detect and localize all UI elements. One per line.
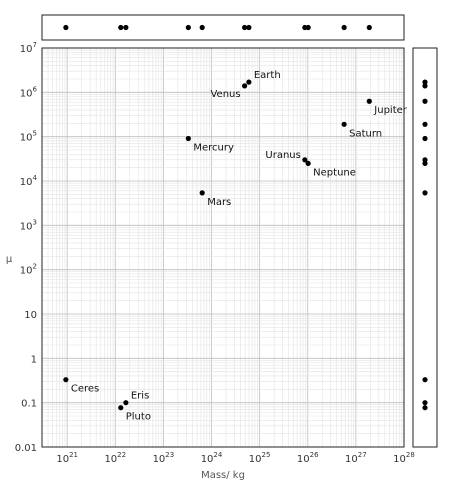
top-marginal-point-neptune: [305, 24, 311, 31]
right-marginal-point-pluto: [422, 405, 428, 411]
point-labels: Ceres Pluto Eris Mercury Mars Venus Earth Uranu…: [71, 70, 408, 423]
point-label-mercury: Mercury: [193, 142, 234, 153]
x-tick-label: 1022: [104, 451, 126, 465]
y-tick-label: 10: [24, 310, 37, 321]
x-tick-label: 1026: [297, 451, 319, 465]
point-venus: [242, 83, 248, 89]
point-label-ceres: Ceres: [71, 384, 99, 395]
point-earth: [246, 79, 252, 85]
point-label-neptune: Neptune: [313, 167, 356, 178]
point-eris: [123, 400, 129, 406]
x-tick-label: 1024: [201, 451, 223, 465]
right-marginal-point-ceres: [422, 377, 428, 383]
point-label-saturn: Saturn: [349, 128, 382, 139]
y-tick-label: 103: [20, 218, 37, 232]
x-tick-label: 1021: [56, 451, 78, 465]
y-tick-label: 106: [20, 85, 38, 99]
data-points: [63, 79, 372, 411]
right-marginal-frame: [412, 47, 438, 448]
point-mars: [199, 190, 205, 196]
point-ceres: [63, 377, 69, 383]
x-tick-label: 1023: [153, 451, 175, 465]
point-label-uranus: Uranus: [265, 150, 300, 161]
top-marginal-point-saturn: [341, 24, 347, 31]
right-marginal-point-earth: [422, 79, 428, 85]
right-marginal-point-mercury: [422, 135, 428, 142]
point-label-jupiter: Jupiter: [373, 105, 407, 116]
y-tick-label: 0.01: [15, 443, 37, 454]
y-axis-title: μ: [6, 254, 13, 265]
top-marginal-point-mars: [199, 24, 205, 31]
grid: [41, 48, 404, 448]
y-tick-label: 0.1: [21, 399, 37, 410]
y-tick-label: 105: [20, 130, 37, 144]
x-tick-label: 1027: [345, 451, 367, 465]
point-jupiter: [366, 98, 372, 104]
right-marginal-point-mars: [422, 190, 428, 196]
x-tick-label: 1025: [249, 451, 271, 465]
top-marginal-points: [63, 24, 372, 31]
point-label-earth: Earth: [254, 70, 281, 81]
point-pluto: [118, 405, 124, 411]
point-saturn: [341, 121, 347, 127]
top-marginal-point-mercury: [185, 24, 191, 31]
top-marginal-point-earth: [246, 24, 252, 31]
point-neptune: [305, 160, 311, 166]
y-tick-label: 1: [31, 354, 37, 365]
right-marginal-points: [422, 79, 428, 411]
top-marginal-point-ceres: [63, 24, 69, 31]
top-marginal-point-pluto: [118, 24, 124, 31]
right-marginal-point-venus: [422, 83, 428, 89]
right-marginal-point-jupiter: [422, 98, 428, 104]
main-plot-frame: [41, 47, 405, 448]
top-marginal-point-eris: [123, 24, 129, 31]
point-label-mars: Mars: [207, 197, 231, 208]
point-label-venus: Venus: [210, 89, 240, 100]
y-tick-labels: 0.01 0.1 1 10 102 103 104 105 106 107: [15, 41, 38, 454]
top-marginal-frame: [41, 14, 405, 41]
top-marginal-point-jupiter: [366, 24, 372, 31]
point-label-eris: Eris: [131, 391, 149, 402]
point-mercury: [185, 135, 191, 142]
y-tick-label: 102: [20, 263, 37, 277]
x-tick-labels: 1021 1022 1023 1024 1025 1026 1027 1028: [56, 451, 414, 465]
right-marginal-point-saturn: [422, 121, 428, 127]
y-tick-label: 104: [20, 174, 38, 188]
right-marginal-point-neptune: [422, 160, 428, 166]
point-uranus: [302, 157, 308, 163]
top-marginal-point-venus: [242, 24, 248, 31]
point-label-pluto: Pluto: [126, 412, 151, 423]
right-marginal-point-eris: [422, 400, 428, 406]
x-tick-label: 1028: [393, 451, 415, 465]
x-axis-title: Mass/ kg: [201, 470, 245, 481]
y-tick-label: 107: [20, 41, 37, 55]
